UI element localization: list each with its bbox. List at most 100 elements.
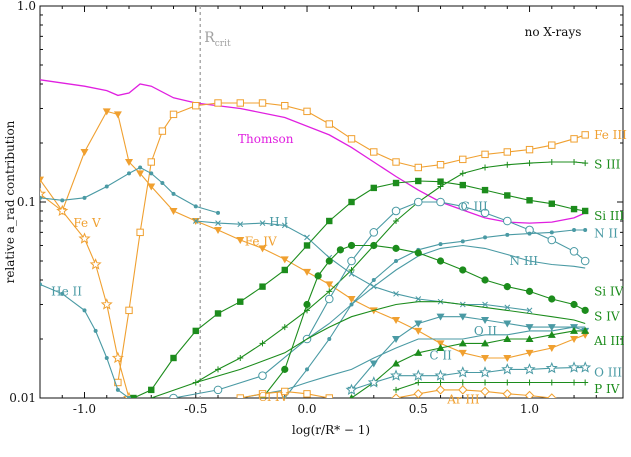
data-point-c-iii [569, 247, 579, 256]
data-point-cl-iv [303, 390, 311, 398]
data-point-si-iii [348, 198, 355, 206]
data-point-he-i-teal-upper [60, 198, 65, 203]
y-tick-label: 0.1 [17, 195, 36, 209]
data-point-h-i [393, 290, 399, 297]
label-ar-iii: Ar III [446, 393, 480, 407]
data-point-he-i-teal-upper [171, 191, 176, 196]
data-point-al-iii [503, 334, 512, 342]
series-c-ii [240, 326, 586, 398]
data-point-ar-iii [435, 385, 446, 395]
series-line-fe-iv [40, 110, 586, 359]
data-point-c-iii [547, 235, 557, 245]
data-point-o-iii [523, 363, 536, 375]
data-point-fe-iii [325, 120, 333, 128]
data-point-fe-iv [125, 158, 134, 166]
data-point-o-iii [456, 366, 469, 378]
data-point-si-iv [525, 287, 534, 295]
label-s-iv: S IV [594, 310, 620, 324]
data-point-fe-iii [125, 306, 133, 315]
series-o-iii [345, 361, 592, 395]
data-point-si-iv [481, 276, 489, 284]
data-point-s-iii [393, 217, 400, 224]
data-point-si-iii [504, 192, 511, 199]
series-c-iii [169, 197, 590, 398]
data-point-si-iii [581, 207, 589, 215]
data-point-p-iv [582, 379, 589, 386]
data-point-p-iv [482, 379, 489, 386]
data-point-si-iii [259, 283, 266, 290]
series-line-c-iii [173, 201, 586, 398]
data-point-c-iii [213, 385, 223, 395]
data-point-fe-v [40, 187, 47, 199]
series-layer [40, 79, 592, 398]
series-line-si-iii [133, 180, 586, 398]
data-point-s-iii [348, 266, 355, 273]
label-fe-v: Fe V [73, 216, 101, 230]
data-point-he-i-teal-upper [127, 171, 132, 176]
data-point-si-iii [459, 181, 466, 189]
data-point-he-i-teal-upper [216, 210, 221, 215]
data-point-fe-iii [303, 107, 311, 116]
data-point-si-iii [170, 354, 177, 362]
data-point-o-ii [458, 313, 467, 321]
data-point-si-iv [370, 241, 378, 250]
data-point-al-iii [349, 394, 354, 398]
series-line-n-ii [284, 229, 586, 398]
data-point-fe-iv [147, 183, 156, 191]
data-point-p-iv [437, 379, 444, 386]
no-xrays-note: no X-rays [525, 25, 582, 39]
series-he-i-teal-upper [40, 165, 221, 215]
data-point-si-iii [415, 177, 422, 185]
data-point-fe-iv [481, 354, 490, 362]
data-point-fe-iii [581, 131, 589, 139]
data-point-fe-iii [136, 228, 144, 237]
data-point-si-iii [548, 200, 555, 207]
series-label-layer: Thomson Fe III S III Si III N II Si IV S IV Al … [51, 128, 627, 407]
data-point-fe-iv [102, 108, 111, 116]
label-cl-iv: Cl IV [258, 390, 289, 404]
x-tick-label: 1.0 [520, 402, 539, 416]
data-point-h-i [504, 304, 511, 311]
x-tick-label: 0.5 [409, 402, 428, 416]
x-tick-label: 0.0 [297, 402, 316, 416]
data-point-c-iii [391, 206, 401, 216]
data-point-he-ii [82, 308, 87, 313]
data-point-si-iii [281, 266, 288, 274]
data-point-fe-v [78, 232, 91, 244]
data-point-si-iii [570, 205, 578, 213]
data-point-fe-iii [548, 141, 556, 149]
series-line-n-iii [306, 244, 586, 340]
series-line-si-iv [262, 244, 586, 398]
data-point-cl-iv [325, 394, 333, 398]
label-h-i: H I [269, 215, 288, 229]
data-point-s-iii [504, 161, 511, 168]
data-point-fe-iv [136, 170, 145, 178]
label-n-ii: N II [594, 227, 618, 241]
data-point-p-iv [393, 386, 400, 393]
data-point-si-iii [148, 386, 155, 394]
data-point-si-iv [581, 306, 589, 314]
tick-layer: -1.0 -0.5 0.0 0.5 1.0 0.01 0.1 1.0 [9, 0, 623, 416]
label-n-iii: N III [510, 254, 539, 268]
data-point-al-iii [458, 339, 467, 347]
data-point-s-iii [281, 324, 288, 331]
data-point-al-iii [436, 343, 445, 351]
data-point-he-ii [93, 328, 98, 333]
data-point-n-ii [282, 396, 287, 398]
series-ar-iii [391, 385, 557, 398]
data-point-al-iii [581, 326, 590, 334]
x-tick-label: -0.5 [184, 402, 207, 416]
data-point-si-iv [392, 244, 400, 252]
series-fe-iii [114, 99, 589, 387]
data-point-s-iii [482, 164, 489, 171]
series-n-iii [306, 244, 586, 340]
data-point-he-i-teal-upper [40, 195, 42, 200]
label-fe-iv: Fe IV [245, 234, 277, 248]
data-point-si-iii [303, 242, 311, 249]
data-point-si-iv [570, 300, 578, 309]
series-line-h-i [195, 220, 530, 311]
data-point-fe-iv [236, 236, 245, 244]
series-line-s-iii [195, 161, 586, 383]
data-point-si-iv [303, 300, 311, 309]
reference-line-layer: Rcrit [199, 6, 231, 398]
